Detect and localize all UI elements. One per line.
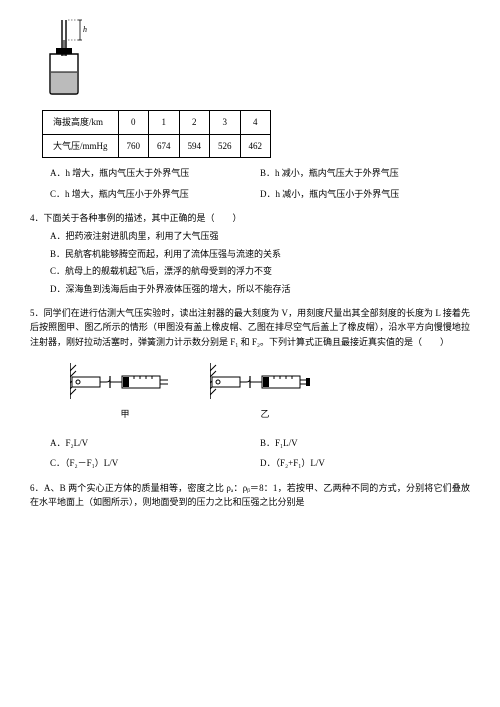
q3-option-d: D．h 减小，瓶内气压小于外界气压 (260, 187, 470, 201)
q3-option-c: C．h 增大，瓶内气压小于外界气压 (50, 187, 260, 201)
table-cell: 1 (149, 111, 180, 134)
altitude-pressure-table: 海拔高度/km 0 1 2 3 4 大气压/mmHg 760 674 594 5… (42, 110, 271, 158)
table-cell: 760 (118, 134, 149, 157)
svg-text:h: h (83, 25, 87, 34)
q5-option-a: A．F₂L/V (50, 436, 260, 450)
q5-options-row1: A．F₂L/V B．F₁L/V (50, 436, 470, 450)
q4-option-a: A．把药液注射进肌肉里，利用了大气压强 (50, 229, 470, 243)
table-cell: 2 (179, 111, 210, 134)
table-cell: 462 (240, 134, 271, 157)
q4-stem: 4．下面关于各种事例的描述，其中正确的是（ ） (30, 211, 470, 225)
q5-option-d: D．（F₂+F₁）L/V (260, 456, 470, 470)
table-row1-label: 海拔高度/km (43, 111, 119, 134)
table-row2-label: 大气压/mmHg (43, 134, 119, 157)
q5-stem: 5．同学们在进行估测大气压实验时，读出注射器的最大刻度为 V，用刻度尺量出其全部… (30, 306, 470, 349)
fig-label-left: 甲 (70, 407, 180, 421)
q4-option-d: D．深海鱼到浅海后由于外界液体压强的增大，所以不能存活 (50, 282, 470, 296)
table-cell: 3 (210, 111, 241, 134)
bottle-figure: h (42, 18, 470, 102)
q5-options-row2: C．（F₂－F₁）L/V D．（F₂+F₁）L/V (50, 456, 470, 470)
table-cell: 674 (149, 134, 180, 157)
q5-option-b: B．F₁L/V (260, 436, 470, 450)
q5-option-c: C．（F₂－F₁）L/V (50, 456, 260, 470)
syringe-figures: 甲 乙 (70, 363, 470, 422)
fig-label-right: 乙 (210, 407, 320, 421)
q3-option-a: A．h 增大，瓶内气压大于外界气压 (50, 166, 260, 180)
q3-options-row2: C．h 增大，瓶内气压小于外界气压 D．h 减小，瓶内气压小于外界气压 (50, 187, 470, 201)
q6-stem: 6．A、B 两个实心正方体的质量相等，密度之比 ρₐ：ρᵦ＝8：1，若按甲、乙两… (30, 481, 470, 510)
table-cell: 526 (210, 134, 241, 157)
syringe-figure-left: 甲 (70, 363, 180, 422)
syringe-figure-right: 乙 (210, 363, 320, 422)
q3-option-b: B．h 减小，瓶内气压大于外界气压 (260, 166, 470, 180)
q4-option-c: C．航母上的舰载机起飞后，漂浮的航母受到的浮力不变 (50, 264, 470, 278)
q3-options-row1: A．h 增大，瓶内气压大于外界气压 B．h 减小，瓶内气压大于外界气压 (50, 166, 470, 180)
q4-option-b: B．民航客机能够腾空而起，利用了流体压强与流速的关系 (50, 247, 470, 261)
table-cell: 4 (240, 111, 271, 134)
table-cell: 0 (118, 111, 149, 134)
table-cell: 594 (179, 134, 210, 157)
